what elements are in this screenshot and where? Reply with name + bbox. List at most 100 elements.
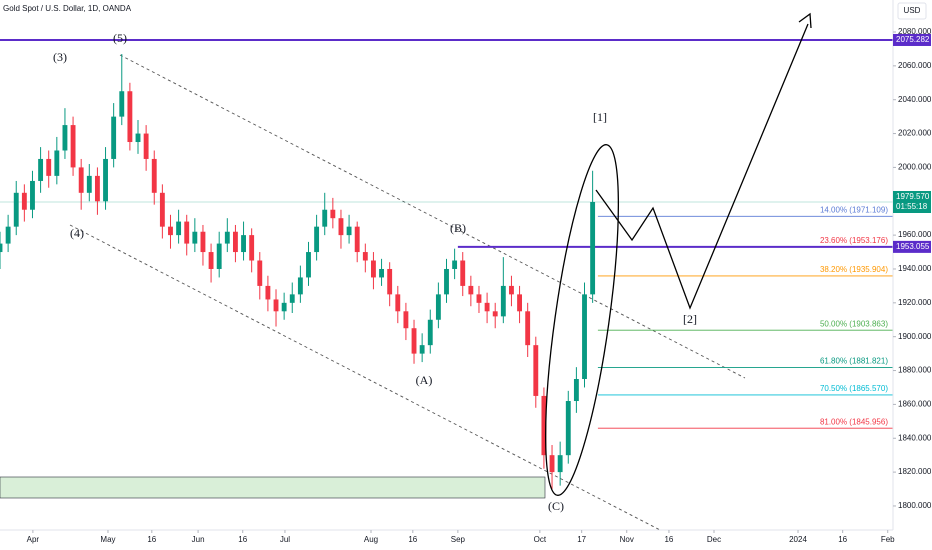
candle-body: [484, 302, 490, 312]
wave-label: [2]: [683, 312, 697, 326]
candle-body: [371, 260, 376, 278]
candle-body: [151, 158, 157, 193]
candle-body: [200, 231, 206, 253]
candle-body: [86, 175, 92, 193]
candle-body: [379, 268, 384, 278]
candle-body: [492, 311, 498, 317]
candle-body: [557, 455, 563, 473]
x-tick-label: 16: [664, 535, 673, 544]
level-tag-label: 1953.055: [896, 242, 930, 251]
candle-body: [289, 294, 295, 303]
candle-body: [435, 294, 441, 320]
currency-button[interactable]: [897, 2, 927, 20]
candle-body: [94, 175, 100, 202]
channel-lower: [69, 224, 661, 531]
candle-body: [135, 133, 141, 143]
demand-zone: [0, 476, 546, 499]
candle-body: [5, 226, 11, 244]
x-tick-label: 16: [147, 535, 156, 544]
y-tick-label: 2040.000: [898, 95, 932, 104]
y-tick-label: 1820.000: [898, 467, 932, 476]
candle-body: [184, 221, 190, 244]
wave-label: (4): [70, 226, 84, 240]
x-tick-label: May: [100, 535, 115, 544]
candle-body: [208, 252, 214, 269]
x-tick-label: Oct: [534, 535, 547, 544]
wave-label: (B): [450, 221, 466, 235]
candle-body: [533, 345, 539, 396]
candle-body: [509, 285, 514, 295]
axes: 1800.000 1820.000 1840.000 1860.000 1880.000…: [27, 27, 932, 544]
y-tick-label: 1920.000: [898, 298, 932, 307]
candle-body: [232, 231, 238, 253]
candle-body: [224, 231, 230, 244]
wave-label: (A): [416, 373, 433, 387]
candle-body: [265, 285, 271, 300]
candle-body: [21, 192, 27, 210]
fib-label: 38.20% (1935.904): [820, 265, 888, 274]
countdown-label: 01:55:18: [896, 202, 928, 211]
x-tick-label: Sep: [451, 535, 466, 544]
fib-label: 61.80% (1881.821): [820, 357, 888, 366]
y-tick-label: 2080.000: [898, 27, 932, 36]
candle-body: [273, 299, 279, 312]
y-tick-label: 1940.000: [898, 264, 932, 273]
x-tick-label: Apr: [27, 535, 40, 544]
candle-body: [13, 192, 19, 227]
x-tick-label: Aug: [364, 535, 378, 544]
candle-body: [525, 311, 531, 346]
wave-label: (C): [548, 499, 564, 513]
candle-body: [419, 345, 425, 354]
projection-path: [595, 23, 809, 310]
candle-body: [362, 252, 368, 261]
candle-body: [249, 235, 255, 261]
candle-body: [176, 221, 182, 236]
x-tick-label: 16: [238, 535, 247, 544]
candle-body: [143, 133, 149, 159]
level-tag: [893, 33, 931, 46]
candle-body: [30, 180, 35, 210]
y-tick-label: 1880.000: [898, 366, 932, 375]
candle-body: [549, 455, 555, 473]
candle-body: [314, 226, 320, 253]
fib-label: 70.50% (1865.570): [820, 384, 888, 393]
candle-body: [159, 192, 165, 227]
chart-title: Gold Spot / U.S. Dollar, 1D, OANDA: [3, 4, 132, 13]
plot: 14.00% (1971.109) 23.60% (1953.176) 38.20%…: [0, 38, 893, 490]
candle-body: [468, 285, 474, 295]
candle-body: [216, 243, 222, 269]
price-axis-bg: [893, 0, 932, 550]
x-tick-label: Nov: [620, 535, 634, 544]
candle-body: [103, 158, 108, 202]
time-axis-bg: [0, 530, 932, 550]
candle-body: [168, 226, 173, 236]
candle-body: [387, 268, 393, 295]
candle-body: [460, 260, 466, 286]
candle-body: [573, 379, 579, 402]
x-tick-label: Dec: [707, 535, 721, 544]
x-tick-label: 2024: [789, 535, 807, 544]
x-tick-label: 17: [577, 535, 586, 544]
candle-body: [346, 226, 352, 236]
fib-label: 50.00% (1903.863): [820, 319, 888, 328]
wave-label: [1]: [593, 110, 607, 124]
wave-label: (5): [113, 31, 127, 45]
candle-body: [0, 243, 3, 253]
candle-body: [565, 401, 571, 456]
x-tick-label: Feb: [881, 535, 895, 544]
currency[interactable]: USD: [904, 6, 921, 15]
candle-body: [70, 125, 76, 168]
wave-ellipse: [544, 144, 620, 496]
candle-body: [452, 260, 458, 269]
candle-body: [541, 395, 547, 456]
last-price-tag: [893, 190, 931, 213]
fib-label: 14.00% (1971.109): [820, 205, 888, 214]
candle-body: [241, 235, 246, 253]
y-tick-label: 1800.000: [898, 501, 932, 510]
x-tick-label: Jun: [192, 535, 205, 544]
level-tag: [893, 240, 931, 253]
y-tick-label: 1860.000: [898, 400, 932, 409]
y-tick-label: 2060.000: [898, 61, 932, 70]
candle-body: [306, 252, 311, 278]
